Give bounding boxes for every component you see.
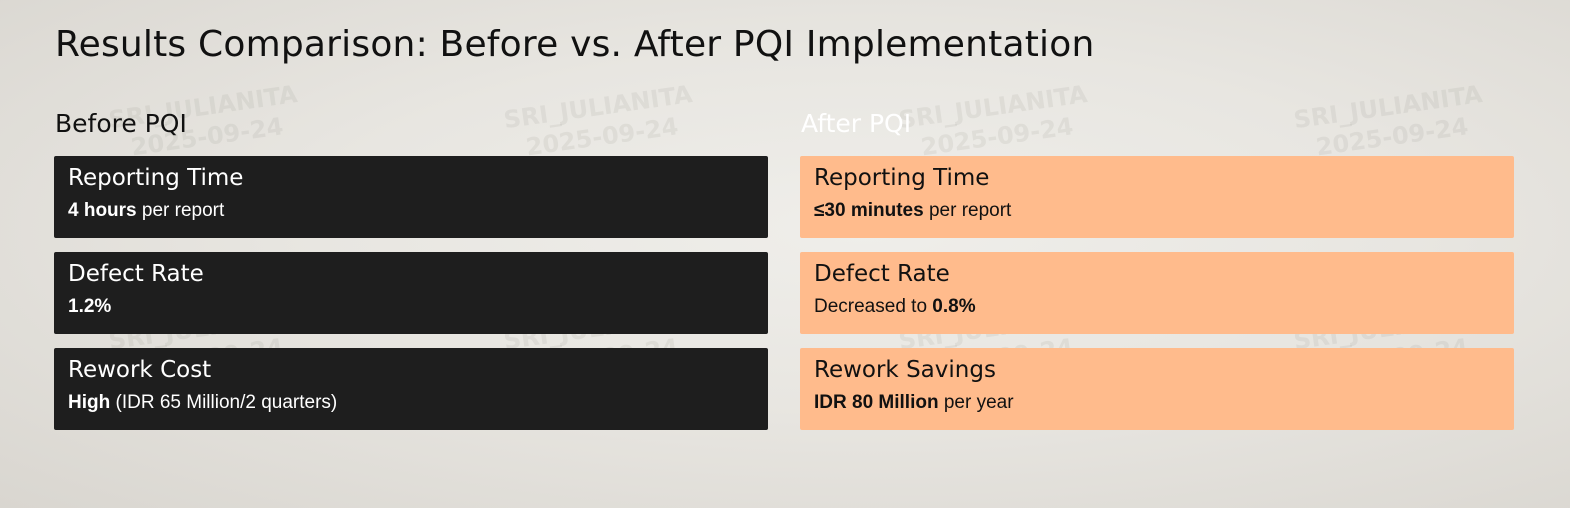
card-detail: 1.2% — [68, 294, 754, 320]
page-title: Results Comparison: Before vs. After PQI… — [55, 24, 1095, 65]
card-title: Defect Rate — [814, 261, 950, 287]
card-detail-prefix: Decreased to — [814, 296, 933, 317]
card-title: Rework Savings — [814, 357, 996, 383]
card-detail-value: 0.8% — [932, 296, 976, 317]
card-detail: IDR 80 Million per year — [814, 390, 1500, 416]
before-heading: Before PQI — [55, 109, 187, 138]
card-detail: ≤30 minutes per report — [814, 198, 1500, 224]
card-detail-value: IDR 80 Million — [814, 392, 939, 413]
card-detail: 4 hours per report — [68, 198, 754, 224]
card-title: Rework Cost — [68, 357, 212, 383]
after-card-reporting-time: Reporting Time ≤30 minutes per report — [800, 156, 1514, 238]
after-card-defect-rate: Defect Rate Decreased to 0.8% — [800, 252, 1514, 334]
card-detail-suffix: per year — [938, 392, 1014, 413]
card-detail-value: 1.2% — [68, 296, 112, 317]
card-detail-value: 4 hours — [68, 200, 137, 221]
card-detail-value: High — [68, 392, 111, 413]
after-card-rework-savings: Rework Savings IDR 80 Million per year — [800, 348, 1514, 430]
before-column: Before PQI Reporting Time 4 hours per re… — [54, 108, 768, 444]
before-card-defect-rate: Defect Rate 1.2% — [54, 252, 768, 334]
card-detail-suffix: per report — [923, 200, 1012, 221]
card-detail-suffix: per report — [136, 200, 225, 221]
after-column: After PQI Reporting Time ≤30 minutes per… — [800, 108, 1514, 444]
card-detail-value: ≤30 minutes — [814, 200, 924, 221]
before-card-reporting-time: Reporting Time 4 hours per report — [54, 156, 768, 238]
card-title: Defect Rate — [68, 261, 204, 287]
after-heading: After PQI — [801, 109, 912, 138]
card-title: Reporting Time — [68, 165, 244, 191]
card-title: Reporting Time — [814, 165, 990, 191]
card-detail-suffix: (IDR 65 Million/2 quarters) — [110, 392, 338, 413]
card-detail: Decreased to 0.8% — [814, 294, 1500, 320]
before-card-rework-cost: Rework Cost High (IDR 65 Million/2 quart… — [54, 348, 768, 430]
card-detail: High (IDR 65 Million/2 quarters) — [68, 390, 754, 416]
